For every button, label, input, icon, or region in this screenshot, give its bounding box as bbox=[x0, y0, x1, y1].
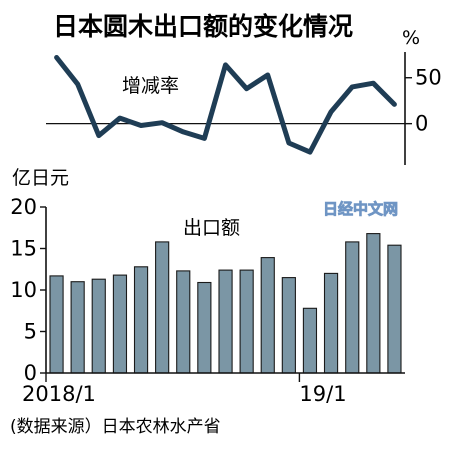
export-bars bbox=[49, 233, 402, 374]
export-unit-label: 亿日元 bbox=[12, 167, 69, 189]
export-bar bbox=[112, 274, 128, 374]
export-bar bbox=[49, 275, 64, 374]
watermark-text: 日经中文网 bbox=[323, 200, 398, 218]
export-bar bbox=[387, 244, 402, 374]
source-note: (数据来源）日本农林水产省 bbox=[10, 417, 221, 437]
export-y-tick-label: 15 bbox=[10, 237, 37, 261]
export-series-label: 出口额 bbox=[183, 217, 240, 239]
export-bar bbox=[155, 241, 170, 374]
growth-rate-line-chart: % 0 50 增减率 bbox=[46, 27, 442, 165]
export-bar bbox=[366, 233, 381, 374]
export-bar bbox=[133, 266, 149, 374]
growth-y-ticks: 0 50 bbox=[405, 66, 442, 136]
growth-rate-series-line bbox=[54, 55, 397, 155]
export-y-tick-label: 10 bbox=[10, 278, 37, 302]
export-bar bbox=[197, 281, 212, 374]
export-x-ticks: 2018/1 19/1 bbox=[22, 373, 347, 406]
growth-series-label: 增减率 bbox=[122, 75, 179, 97]
growth-y-tick-label: 50 bbox=[415, 66, 442, 90]
export-bar bbox=[323, 272, 339, 374]
growth-y-tick-label: 0 bbox=[415, 112, 428, 136]
export-bar bbox=[260, 257, 275, 374]
export-bar bbox=[302, 307, 318, 374]
export-bar bbox=[70, 281, 85, 374]
chart-title: 日本圆木出口额的变化情况 bbox=[53, 12, 353, 41]
export-x-tick-label: 2018/1 bbox=[22, 382, 96, 406]
growth-unit-label: % bbox=[402, 27, 420, 49]
export-y-tick-label: 5 bbox=[24, 320, 37, 344]
export-bar bbox=[345, 241, 360, 374]
export-y-ticks: 0 5 10 15 20 bbox=[10, 195, 46, 385]
export-x-tick-label: 19/1 bbox=[299, 382, 346, 406]
export-bar bbox=[91, 278, 106, 374]
export-bar bbox=[281, 277, 296, 374]
export-bar bbox=[218, 269, 233, 374]
export-y-tick-label: 0 bbox=[24, 361, 37, 385]
export-bar bbox=[239, 269, 254, 374]
export-value-bar-chart: 亿日元 0 5 10 15 20 2018/1 19/1 出口额 bbox=[10, 167, 405, 406]
export-y-tick-label: 20 bbox=[10, 195, 37, 219]
export-bar bbox=[176, 270, 191, 374]
